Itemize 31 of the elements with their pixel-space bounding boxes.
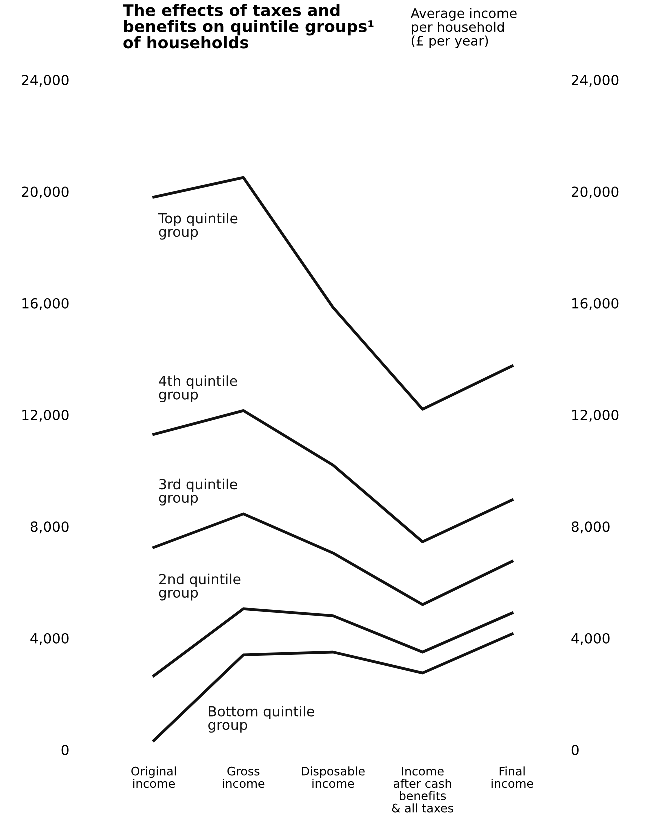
y-tick-label: 16,000 (22, 298, 69, 310)
y2-tick-label: 8,000 (572, 522, 610, 534)
line-series (152, 608, 514, 678)
series-label: 4th quintile group (159, 376, 238, 403)
y2-tick-label: 12,000 (572, 410, 619, 422)
y-tick-label: 12,000 (22, 410, 69, 422)
x-tick-label: Gross income (223, 766, 265, 788)
y-tick-label: 4,000 (30, 633, 69, 646)
y-tick-label: 20,000 (22, 186, 69, 199)
series-label: Bottom quintile group (208, 706, 314, 733)
line-series (152, 632, 514, 742)
series-label: 2nd quintile group (159, 574, 241, 601)
series-label: Top quintile group (158, 212, 238, 240)
y2-tick-label: 24,000 (572, 75, 619, 87)
x-tick-label: Income after cash benefits & all taxes (392, 767, 454, 813)
y2-tick-label: 4,000 (572, 633, 610, 646)
series-label: 3rd quintile group (159, 478, 238, 506)
line-series (152, 409, 514, 544)
y2-tick-label: 16,000 (572, 298, 619, 310)
x-tick-label: Disposable income (302, 766, 365, 788)
y-tick-label: 8,000 (30, 522, 69, 534)
line-series (152, 512, 514, 606)
y2-tick-label: 0 (572, 744, 579, 756)
y2-axis-title: Average income per household (£ per year) (410, 8, 517, 48)
y-tick-label: 24,000 (22, 75, 69, 87)
x-tick-label: Original income (132, 766, 176, 788)
y2-tick-label: 20,000 (572, 186, 619, 199)
chart-title: The effects of taxes and benefits on quintile groups¹ of households (123, 4, 374, 49)
x-tick-label: Final income (492, 766, 534, 788)
line-series (152, 176, 514, 411)
y-tick-label: 0 (62, 744, 69, 756)
